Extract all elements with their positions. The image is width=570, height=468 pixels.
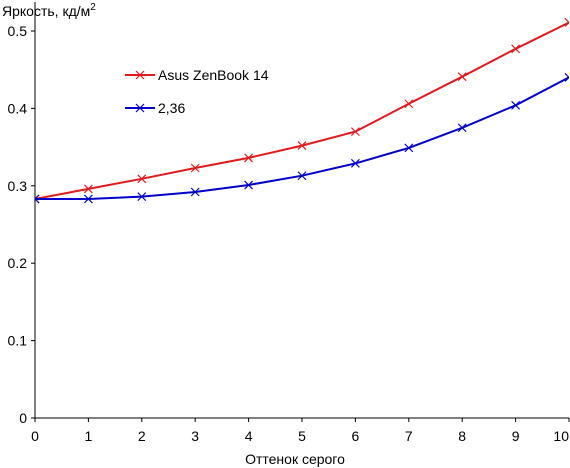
x-tick-label: 3 bbox=[191, 428, 199, 444]
series-0-point bbox=[244, 153, 254, 163]
series-0-point bbox=[350, 127, 360, 137]
legend-label: 2,36 bbox=[158, 100, 185, 116]
x-axis-title: Оттенок серого bbox=[245, 451, 345, 467]
x-tick-label: 8 bbox=[458, 428, 466, 444]
series-1-point bbox=[350, 158, 360, 168]
y-tick-label: 0.1 bbox=[8, 333, 28, 349]
series-0-point bbox=[190, 163, 200, 173]
series-1-point bbox=[564, 73, 569, 82]
series-1-point bbox=[190, 187, 200, 197]
x-tick-label: 10 bbox=[553, 428, 569, 444]
x-tick-label: 9 bbox=[512, 428, 520, 444]
series-1-point bbox=[457, 123, 467, 133]
series-line-0 bbox=[35, 21, 569, 200]
series-1-point bbox=[511, 100, 521, 110]
series-layer bbox=[35, 18, 569, 204]
y-tick-label: 0.4 bbox=[8, 100, 28, 116]
series-0-point bbox=[404, 99, 414, 109]
legend-item: 2,36 bbox=[125, 100, 185, 116]
legend-label: Asus ZenBook 14 bbox=[158, 67, 269, 83]
x-tick-label: 7 bbox=[405, 428, 413, 444]
series-line-1 bbox=[35, 76, 569, 200]
series-0-point bbox=[83, 184, 93, 194]
y-axis-title: Яркость, кд/м2 bbox=[2, 2, 96, 19]
legend-item: Asus ZenBook 14 bbox=[125, 67, 269, 83]
series-0-point bbox=[457, 72, 467, 82]
series-1-point bbox=[404, 143, 414, 153]
y-tick-label: 0.3 bbox=[8, 178, 28, 194]
x-tick-label: 2 bbox=[138, 428, 146, 444]
legend: Asus ZenBook 14 2,36 bbox=[125, 67, 269, 116]
x-tick-label: 1 bbox=[85, 428, 93, 444]
series-0-point bbox=[564, 18, 569, 27]
series-0-point bbox=[511, 44, 521, 54]
y-tick-label: 0.2 bbox=[8, 255, 28, 271]
series-1-point bbox=[83, 194, 93, 204]
y-tick-label: 0 bbox=[19, 410, 27, 426]
x-axis-ticks: 0 1 2 3 4 5 6 7 8 9 10 bbox=[31, 418, 570, 444]
series-1-point bbox=[297, 171, 307, 181]
series-1-point bbox=[35, 194, 40, 204]
x-tick-label: 6 bbox=[352, 428, 360, 444]
series-0-point bbox=[137, 174, 147, 184]
x-tick-label: 4 bbox=[245, 428, 253, 444]
series-1-point bbox=[244, 180, 254, 190]
series-1-point bbox=[137, 192, 147, 202]
y-tick-label: 0.5 bbox=[8, 23, 28, 39]
y-axis-ticks: 0 0.1 0.2 0.3 0.4 0.5 bbox=[8, 23, 35, 426]
x-tick-label: 5 bbox=[298, 428, 306, 444]
x-tick-label: 0 bbox=[31, 428, 39, 444]
series-0-point bbox=[297, 141, 307, 150]
